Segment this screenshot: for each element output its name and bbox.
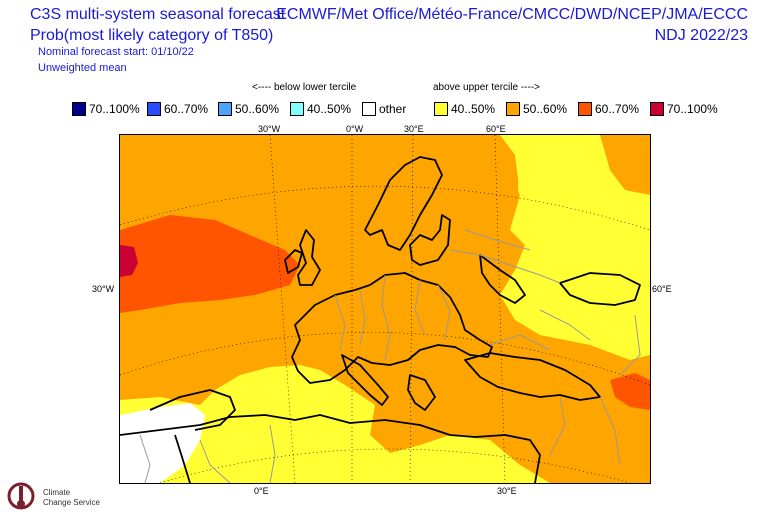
region-yellow xyxy=(420,450,520,483)
legend-swatch xyxy=(650,102,664,116)
title-line-2: Prob(most likely category of T850) xyxy=(30,27,274,44)
above-tercile-label: above upper tercile ----> xyxy=(433,82,540,93)
legend-swatch xyxy=(290,102,304,116)
logo-line-1: Climate xyxy=(43,488,71,497)
legend-item: 40..50% xyxy=(290,100,351,118)
legend-label: 40..50% xyxy=(451,102,496,116)
climate-logo-icon xyxy=(7,482,35,510)
legend-item: 50..60% xyxy=(506,100,567,118)
legend-label: other xyxy=(379,102,407,116)
legend-label: 50..60% xyxy=(235,102,280,116)
legend-item: 40..50% xyxy=(434,100,495,118)
title-line-1: C3S multi-system seasonal forecast xyxy=(30,6,286,23)
forecast-map xyxy=(119,134,651,484)
axis-label-top: 30°E xyxy=(404,124,424,134)
c3s-logo: Climate Change Service xyxy=(3,478,113,518)
legend-swatch xyxy=(218,102,232,116)
legend-label: 40..50% xyxy=(307,102,352,116)
region-red xyxy=(120,245,138,277)
region-dark-orange xyxy=(610,373,650,410)
graticule xyxy=(120,135,650,483)
coastlines xyxy=(120,156,641,483)
axis-label-bottom: 30°E xyxy=(497,486,517,496)
legend-item: 50..60% xyxy=(218,100,279,118)
axis-label-right: 60°E xyxy=(652,284,672,294)
nominal-start: Nominal forecast start: 01/10/22 xyxy=(38,46,194,58)
legend-label: 50..60% xyxy=(523,102,568,116)
legend-label: 70..100% xyxy=(667,102,718,116)
region-dark-orange xyxy=(120,215,300,313)
axis-label-bottom: 0°E xyxy=(254,486,269,496)
region-orange xyxy=(600,135,650,195)
legend-item: 60..70% xyxy=(578,100,639,118)
providers: ECMWF/Met Office/Météo-France/CMCC/DWD/N… xyxy=(276,6,748,23)
region-yellow xyxy=(230,375,370,470)
region-orange xyxy=(120,135,650,483)
axis-label-left: 30°W xyxy=(92,284,115,294)
logo-line-2: Change Service xyxy=(43,498,100,507)
legend-label: 60..70% xyxy=(164,102,209,116)
legend-label: 70..100% xyxy=(89,102,140,116)
legend-swatch xyxy=(578,102,592,116)
legend-swatch xyxy=(147,102,161,116)
legend-item: 60..70% xyxy=(147,100,208,118)
legend-label: 60..70% xyxy=(595,102,640,116)
season: NDJ 2022/23 xyxy=(654,27,748,44)
below-tercile-label: <---- below lower tercile xyxy=(252,82,357,93)
legend-item: 70..100% xyxy=(650,100,718,118)
legend-item: 70..100% xyxy=(72,100,140,118)
legend-swatch xyxy=(72,102,86,116)
legend-swatch xyxy=(362,102,376,116)
axis-label-top: 0°W xyxy=(346,124,364,134)
axis-label-top: 60°E xyxy=(486,124,506,134)
mean-type: Unweighted mean xyxy=(38,62,127,74)
legend-swatch xyxy=(434,102,448,116)
legend-swatch xyxy=(506,102,520,116)
legend: 70..100% 60..70% 50..60% 40..50% other 4… xyxy=(72,100,732,118)
region-yellow xyxy=(518,135,650,340)
legend-item: other xyxy=(362,100,406,118)
axis-label-top: 30°W xyxy=(258,124,281,134)
country-borders xyxy=(139,229,641,483)
